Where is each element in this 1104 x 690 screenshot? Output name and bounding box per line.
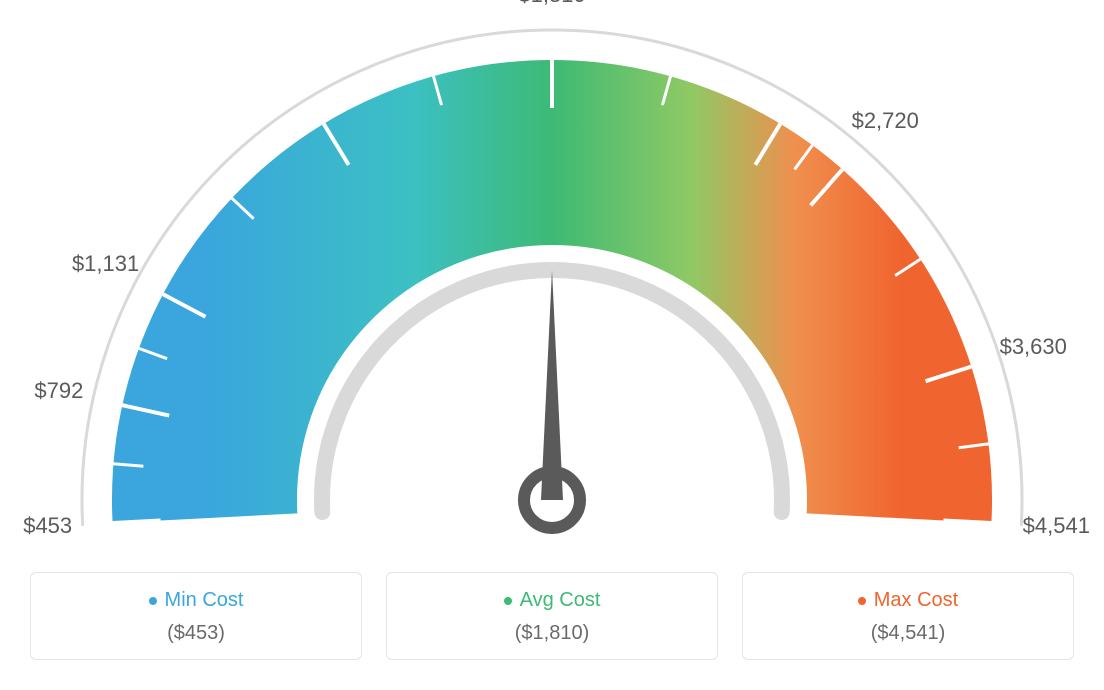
legend-row: Min Cost ($453) Avg Cost ($1,810) Max Co… bbox=[30, 572, 1074, 660]
legend-label-min: Min Cost bbox=[165, 589, 244, 612]
tick-label: $3,630 bbox=[1000, 334, 1067, 360]
tick-label: $792 bbox=[34, 378, 83, 404]
legend-dot-max bbox=[858, 597, 866, 605]
legend-label-max: Max Cost bbox=[874, 589, 958, 612]
tick-label: $2,720 bbox=[852, 108, 919, 134]
legend-dot-avg bbox=[504, 597, 512, 605]
legend-dot-min bbox=[149, 597, 157, 605]
tick-label: $4,541 bbox=[1023, 513, 1090, 539]
legend-value-avg: ($1,810) bbox=[397, 622, 707, 645]
tick-label: $453 bbox=[23, 513, 72, 539]
legend-card-max: Max Cost ($4,541) bbox=[742, 572, 1074, 660]
cost-gauge-container: $453 $792 $1,131 $1,810 $2,720 $3,630 $4,541 M… bbox=[0, 0, 1104, 690]
legend-title-min: Min Cost bbox=[149, 589, 244, 612]
gauge-area: $453 $792 $1,131 $1,810 $2,720 $3,630 $4,541 bbox=[0, 0, 1104, 560]
legend-title-max: Max Cost bbox=[858, 589, 958, 612]
legend-label-avg: Avg Cost bbox=[520, 589, 601, 612]
legend-card-avg: Avg Cost ($1,810) bbox=[386, 572, 718, 660]
legend-value-max: ($4,541) bbox=[753, 622, 1063, 645]
tick-label: $1,810 bbox=[518, 0, 585, 8]
legend-card-min: Min Cost ($453) bbox=[30, 572, 362, 660]
gauge-svg bbox=[0, 0, 1104, 560]
legend-title-avg: Avg Cost bbox=[504, 589, 601, 612]
legend-value-min: ($453) bbox=[41, 622, 351, 645]
tick-label: $1,131 bbox=[72, 251, 139, 277]
